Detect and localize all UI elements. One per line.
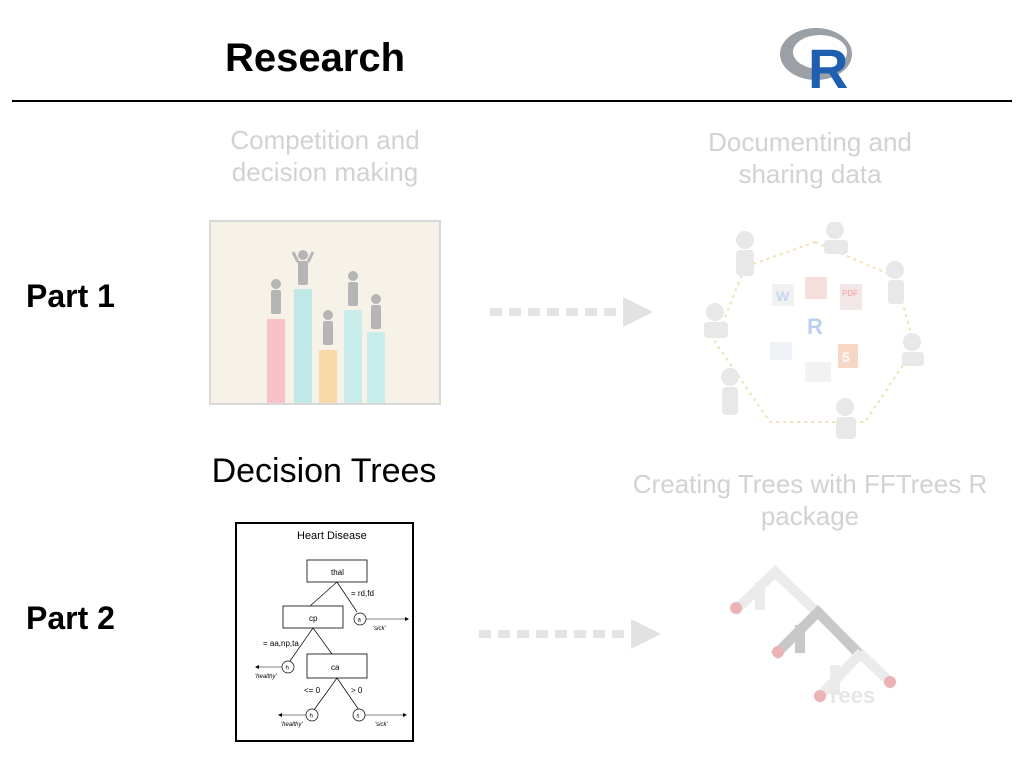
edge-thal-right: = rd,fd [351,589,374,598]
outcome-healthy-1: 'healthy' [255,674,277,680]
edge-ca-left: <= 0 [304,686,321,695]
arrow-head-icon [631,619,661,649]
leaf-s-label: s [357,714,360,720]
leaf-h-1-label: h [286,666,289,672]
r-logo-icon: R [780,28,852,94]
documenting-caption: Documenting and sharing data [708,127,912,189]
outcome-sick-2: 'sick' [375,722,388,728]
podium-bars-icon [267,250,385,403]
edge-ca-right: > 0 [351,686,363,695]
competition-illustration [209,220,441,405]
part2-dotted-arrow [479,619,661,649]
fftrees-caption: Creating Trees with FFTrees R package [632,469,988,531]
node-thal-label: thal [331,568,344,577]
pdf-icon: PDF [842,289,858,298]
leaf-a-label: a [358,618,362,624]
node-ca [306,653,368,679]
arrow-head-icon [623,297,653,327]
outcome-healthy-2: 'healthy' [281,722,303,728]
node-ca-label: ca [331,663,340,672]
r-center-icon: R [807,314,823,339]
slide-title: Research [224,36,406,80]
competition-caption: Competition and decision making [230,125,420,187]
html5-icon: 5 [842,349,850,365]
fftrees-logo-text: rees [830,683,875,708]
header-divider [12,100,1012,102]
word-doc-icon: W [776,288,790,304]
data-sharing-network-icon: W PDF R 5 [704,222,924,439]
r-logo-letter: R [808,37,848,94]
outcome-sick-1: 'sick' [373,626,386,632]
fftrees-logo-icon: rees [730,565,898,708]
tree-title: Heart Disease [297,530,367,542]
leaf-h-2-label: h [310,714,313,720]
heart-disease-tree-figure: Heart Disease thal = rd,fd a 'sick' cp =… [235,522,414,742]
part2-label: Part 2 [26,600,115,636]
decision-trees-heading: Decision Trees [211,452,437,490]
part1-label: Part 1 [26,278,115,314]
part1-dotted-arrow [490,297,653,327]
fftree-diagram: Heart Disease thal = rd,fd a 'sick' cp =… [255,530,409,728]
node-cp-label: cp [309,614,318,623]
edge-cp-left: = aa,np,ta [263,639,299,648]
